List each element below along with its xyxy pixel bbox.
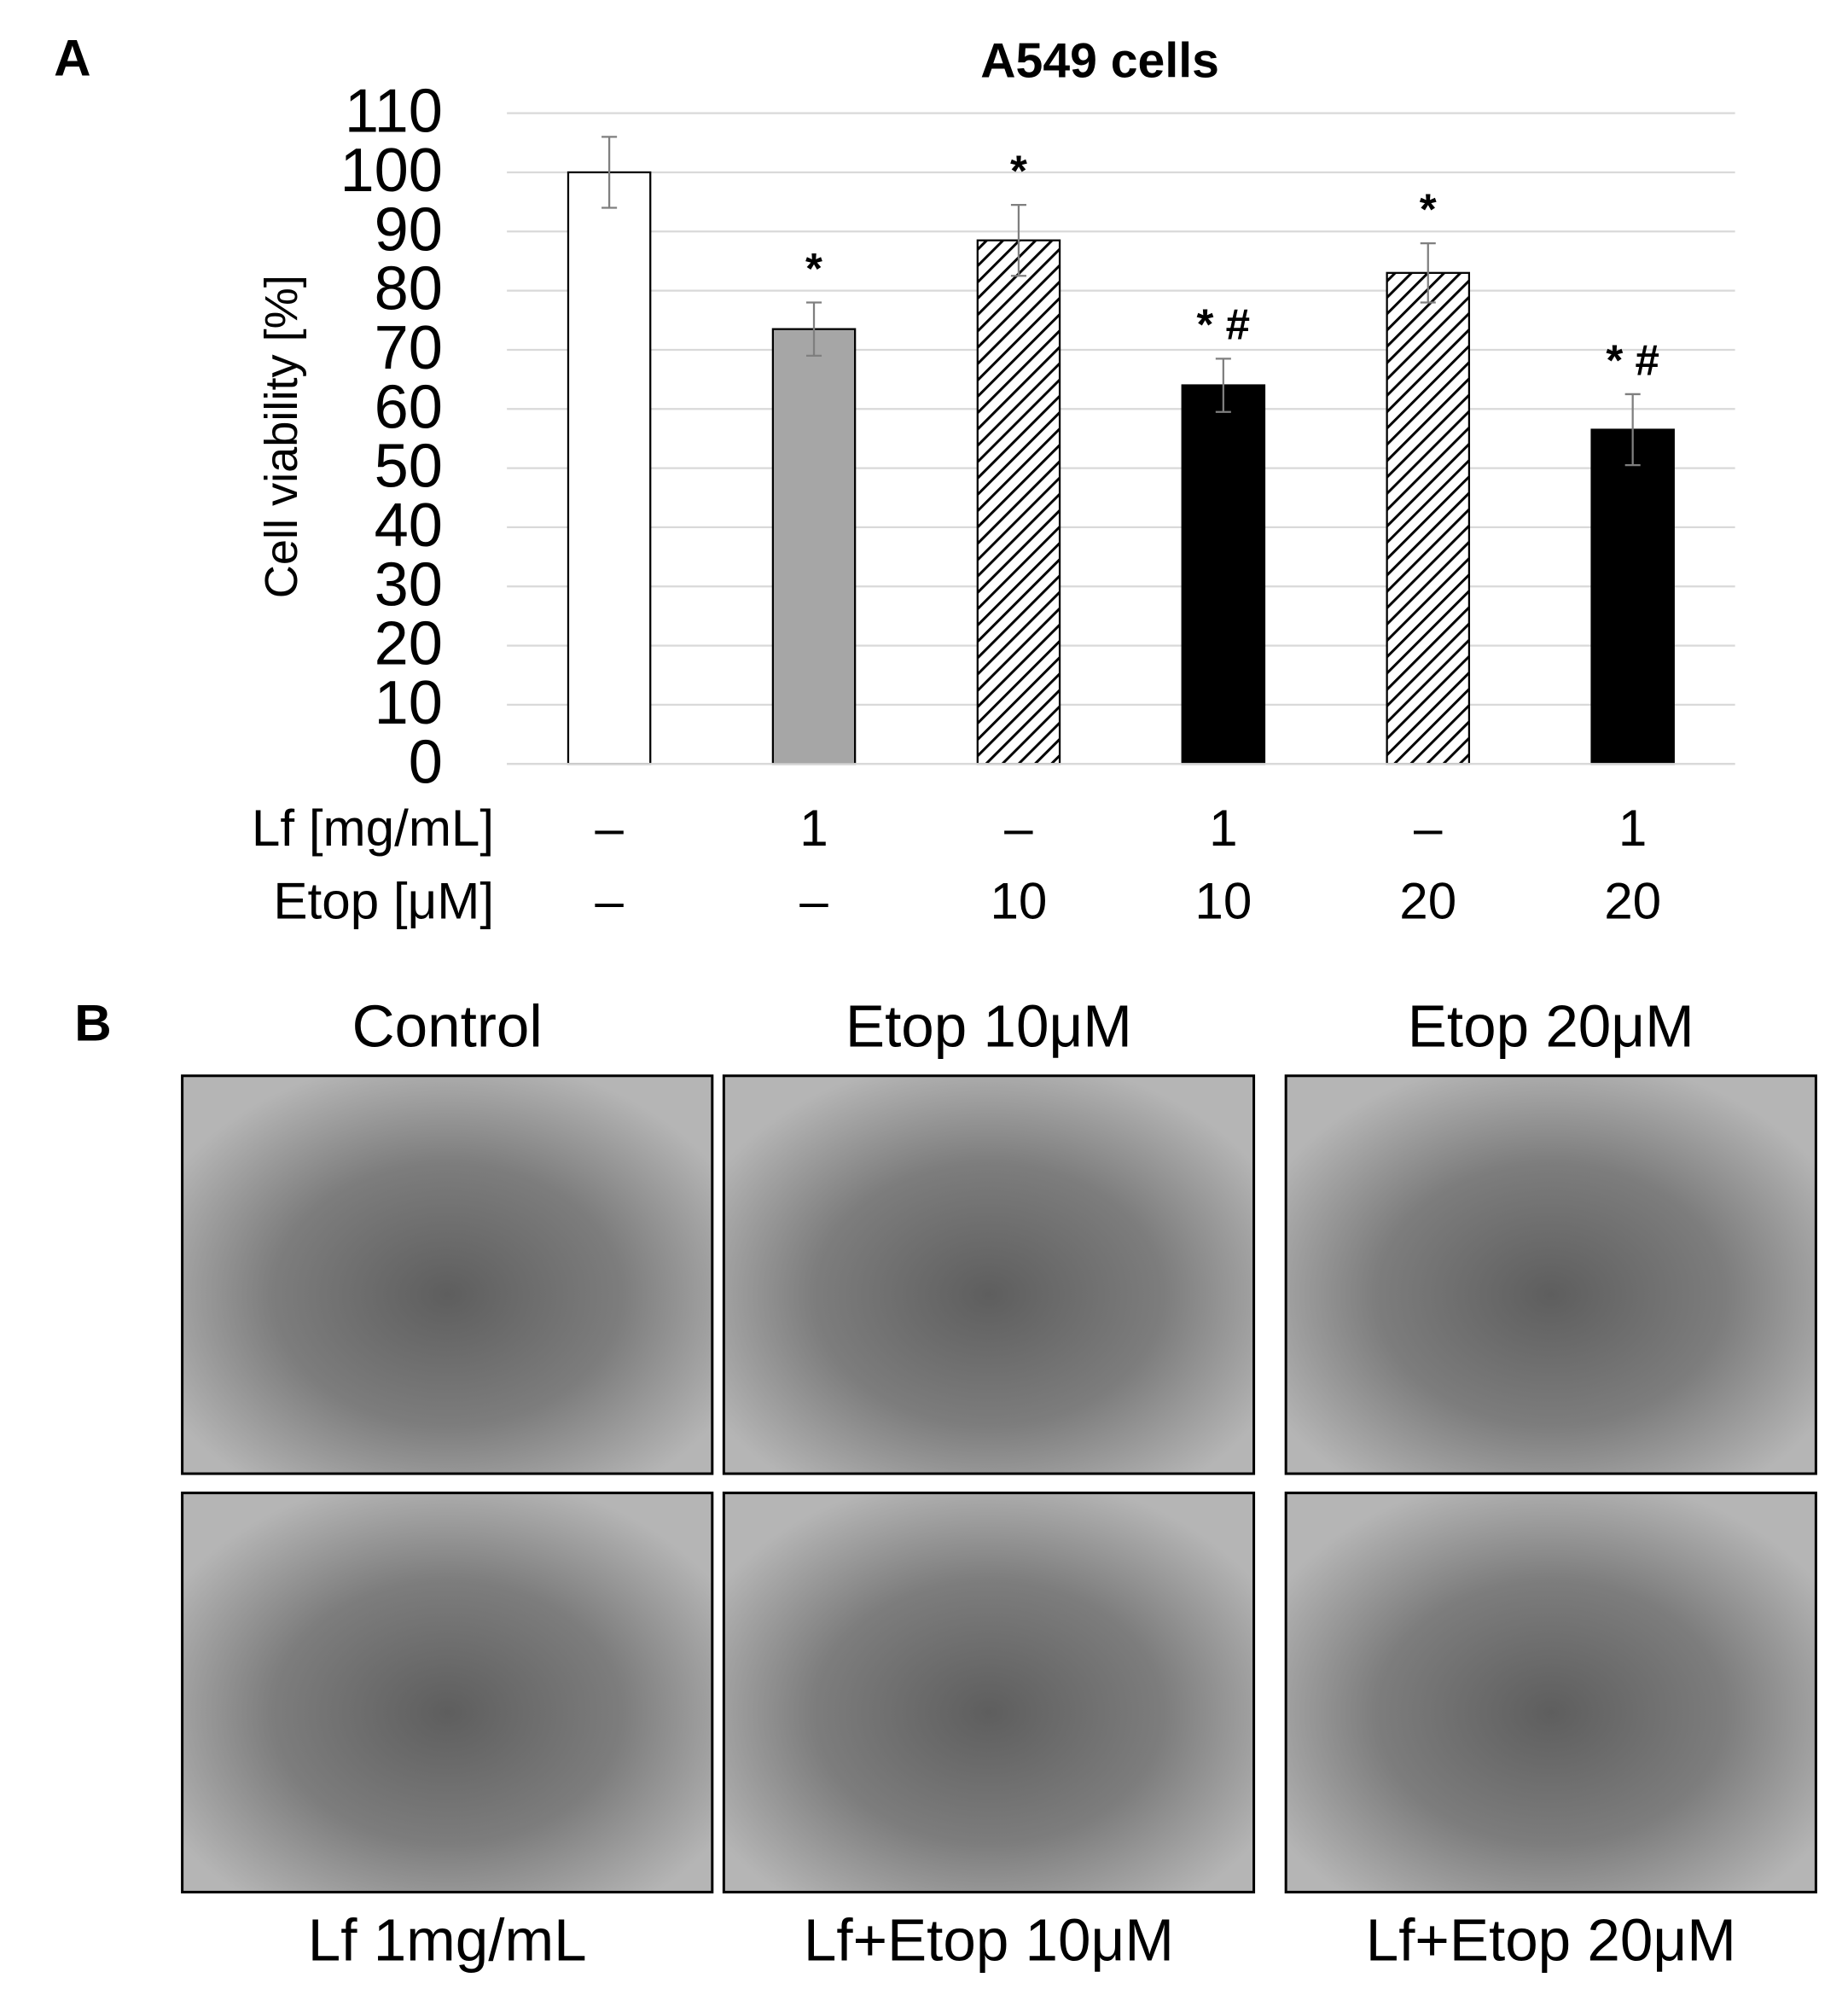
micrograph — [722, 1492, 1256, 1893]
condition-value: 20 — [1399, 873, 1456, 930]
y-tick-label: 0 — [409, 728, 443, 796]
significance-label: * # — [1606, 335, 1659, 384]
condition-value: 20 — [1604, 873, 1661, 930]
y-tick-label: 10 — [375, 669, 443, 737]
micrograph — [181, 1074, 714, 1475]
y-tick-label: 70 — [375, 314, 443, 382]
condition-value: – — [595, 800, 624, 857]
y-tick-label: 110 — [345, 78, 443, 146]
condition-value: – — [1414, 800, 1443, 857]
condition-value: – — [595, 873, 624, 930]
condition-value: 10 — [990, 873, 1047, 930]
condition-value: 1 — [799, 800, 828, 857]
micrograph — [1284, 1492, 1817, 1893]
condition-label: Lf [mg/mL] — [252, 800, 494, 857]
condition-value: – — [1004, 800, 1033, 857]
micrograph — [722, 1074, 1256, 1475]
chart-title: A549 cells — [980, 34, 1219, 89]
micrograph-label: Lf+Etop 20μM — [1366, 1906, 1736, 1973]
micrographs: Control Etop 10μM Etop 20μM Lf 1mg/mL Lf+Eto… — [181, 992, 1817, 1973]
micrograph — [1284, 1074, 1817, 1475]
bar — [976, 239, 1061, 765]
y-tick-label: 20 — [375, 610, 443, 678]
significance-label: * — [1420, 185, 1437, 234]
y-tick-label: 60 — [375, 373, 443, 441]
y-axis-label: Cell viability [%] — [256, 275, 307, 598]
micrograph-label: Lf 1mg/mL — [308, 1906, 587, 1973]
y-tick-label: 90 — [375, 195, 443, 264]
micrograph-label: Etop 10μM — [846, 992, 1132, 1059]
bar — [567, 171, 652, 765]
bar — [1386, 271, 1471, 765]
bar — [771, 328, 857, 765]
significance-label: * — [805, 244, 822, 293]
y-tick-label: 30 — [375, 550, 443, 619]
condition-value: – — [799, 873, 828, 930]
significance-label: * # — [1197, 300, 1251, 349]
significance-label: * — [1010, 147, 1027, 195]
condition-value: 1 — [1618, 800, 1647, 857]
panel-label: B — [74, 994, 111, 1051]
micrograph-label: Lf+Etop 10μM — [804, 1906, 1174, 1973]
y-tick-label: 100 — [340, 137, 442, 205]
micrograph-label: Etop 20μM — [1408, 992, 1694, 1059]
panel-label: A — [54, 29, 90, 86]
condition-value: 1 — [1209, 800, 1237, 857]
y-tick-label: 40 — [375, 491, 443, 560]
condition-value: 10 — [1194, 873, 1252, 930]
bar — [1181, 384, 1266, 765]
micrograph-label: Control — [352, 992, 543, 1059]
micrograph — [181, 1492, 714, 1893]
y-tick-label: 50 — [375, 433, 443, 501]
bar — [1590, 428, 1675, 765]
y-tick-label: 80 — [375, 255, 443, 323]
condition-label: Etop [μM] — [273, 873, 494, 930]
